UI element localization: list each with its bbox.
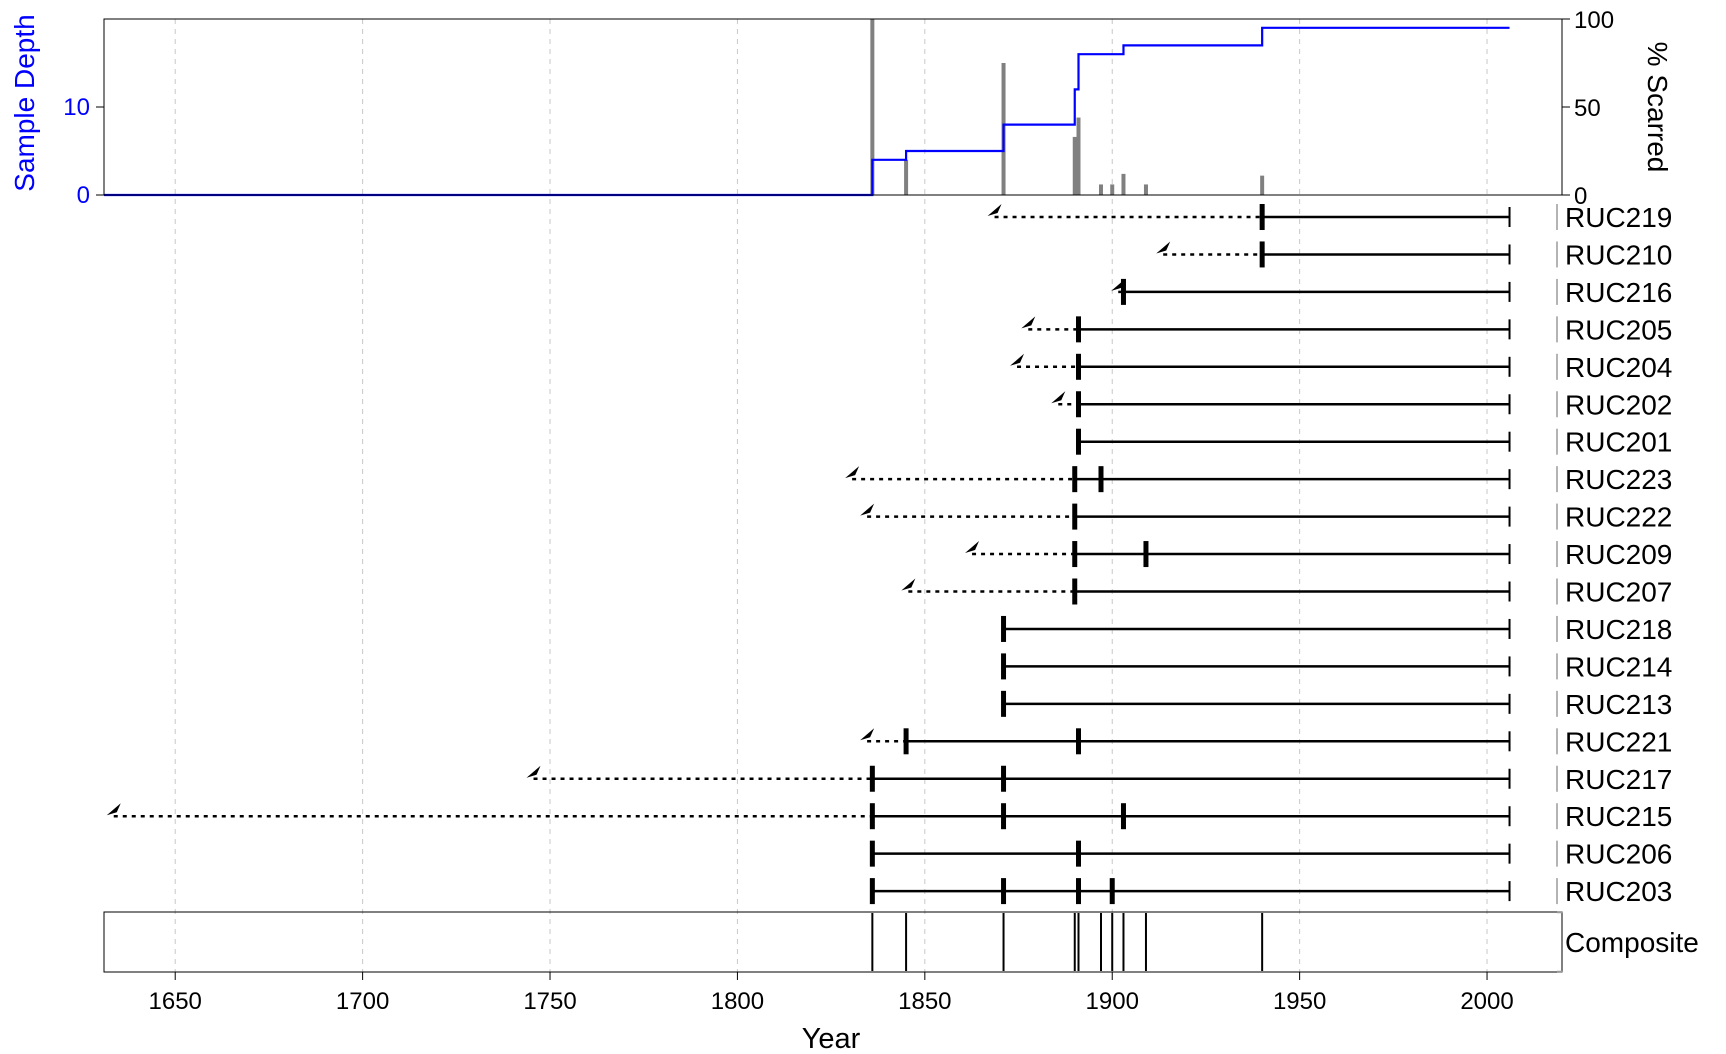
series-label: RUC210	[1565, 239, 1672, 270]
composite-panel: Composite	[103, 911, 1699, 973]
percent-scarred-bar	[870, 19, 875, 195]
series-row: RUC204	[1010, 352, 1672, 383]
composite-label: Composite	[1565, 927, 1699, 958]
percent-scarred-bar	[1143, 184, 1148, 195]
x-tick-label: 1800	[711, 988, 764, 1015]
inner-ring-marker	[1051, 391, 1066, 404]
x-tick-label: 2000	[1460, 988, 1513, 1015]
series-row: RUC209	[965, 539, 1672, 570]
x-axis-title: Year	[802, 1023, 861, 1054]
percent-scarred-axis-title: % Scarred	[1642, 42, 1673, 173]
series-row: RUC219	[987, 202, 1672, 233]
series-row: RUC206	[869, 839, 1672, 870]
series-row: RUC222	[860, 502, 1672, 533]
percent-scarred-bar	[1072, 136, 1077, 195]
x-tick-label: 1950	[1273, 988, 1326, 1015]
inner-ring-marker	[526, 765, 541, 778]
axes: 0 10 Sample Depth 0 50 100 % Scarred 1650 1700 17…	[9, 7, 1673, 1054]
x-tick-label: 1650	[149, 988, 202, 1015]
series-label: RUC202	[1565, 389, 1672, 420]
percent-scarred-bar	[1110, 184, 1115, 195]
inner-ring-marker	[1021, 316, 1036, 329]
top-panel-frame	[103, 18, 1563, 196]
series-label: RUC206	[1565, 839, 1672, 870]
series-label: RUC219	[1565, 202, 1672, 233]
series-row: RUC203	[869, 876, 1672, 907]
series-label: RUC215	[1565, 801, 1672, 832]
percent-scarred-bar	[904, 159, 909, 195]
inner-ring-marker	[901, 578, 916, 591]
series-row: RUC218	[1001, 614, 1672, 645]
series-label: RUC222	[1565, 502, 1672, 533]
percent-scarred-tick-label: 50	[1574, 95, 1601, 122]
percent-scarred-bar	[1076, 117, 1081, 195]
series-panel: RUC219 RUC210 RUC216 RUC205 RUC204 RUC202 RUC2…	[106, 202, 1672, 907]
x-tick-label: 1700	[336, 988, 389, 1015]
series-label: RUC223	[1565, 464, 1672, 495]
percent-scarred-bar	[1260, 175, 1265, 195]
series-label: RUC201	[1565, 427, 1672, 458]
series-label: RUC218	[1565, 614, 1672, 645]
sample-depth-tick-label: 10	[63, 94, 90, 121]
inner-ring-marker	[1010, 353, 1025, 366]
percent-scarred-bar	[1098, 184, 1103, 195]
series-label: RUC209	[1565, 539, 1672, 570]
percent-scarred-tick-label: 0	[1574, 183, 1587, 210]
series-row: RUC202	[1051, 389, 1672, 420]
series-row: RUC213	[1001, 689, 1672, 720]
x-tick-label: 1900	[1086, 988, 1139, 1015]
inner-ring-marker	[860, 728, 875, 741]
inner-ring-marker	[987, 204, 1002, 216]
series-label: RUC204	[1565, 352, 1672, 383]
series-label: RUC216	[1565, 277, 1672, 308]
series-row: RUC221	[860, 726, 1672, 757]
sample-depth-tick-label: 0	[77, 182, 90, 209]
series-row: RUC215	[106, 801, 1672, 832]
series-label: RUC214	[1565, 651, 1672, 682]
inner-ring-marker	[845, 466, 860, 479]
percent-scarred-tick-label: 100	[1574, 7, 1614, 34]
x-tick-label: 1850	[898, 988, 951, 1015]
sample-depth-axis-title: Sample Depth	[9, 14, 40, 191]
series-label: RUC213	[1565, 689, 1672, 720]
series-row: RUC205	[1021, 314, 1672, 345]
series-row: RUC223	[845, 464, 1672, 495]
series-label: RUC221	[1565, 726, 1672, 757]
sample-depth-line	[104, 26, 1510, 197]
series-row: RUC207	[901, 577, 1672, 608]
inner-ring-marker	[965, 541, 980, 554]
series-row: RUC216	[1111, 277, 1672, 308]
series-row: RUC210	[1156, 239, 1672, 270]
inner-ring-marker	[860, 503, 875, 516]
series-row: RUC201	[1075, 427, 1672, 458]
series-row: RUC217	[526, 764, 1672, 795]
x-tick-label: 1750	[523, 988, 576, 1015]
series-label: RUC217	[1565, 764, 1672, 795]
series-label: RUC207	[1565, 577, 1672, 608]
composite-frame	[103, 911, 1563, 973]
sample-depth-panel	[104, 26, 1510, 197]
series-label: RUC205	[1565, 314, 1672, 345]
inner-ring-marker	[106, 803, 121, 816]
gridlines	[174, 19, 1488, 972]
series-label: RUC203	[1565, 876, 1672, 907]
inner-ring-marker	[1156, 241, 1171, 254]
percent-scarred-bar	[1121, 173, 1126, 195]
series-row: RUC214	[1001, 651, 1672, 682]
